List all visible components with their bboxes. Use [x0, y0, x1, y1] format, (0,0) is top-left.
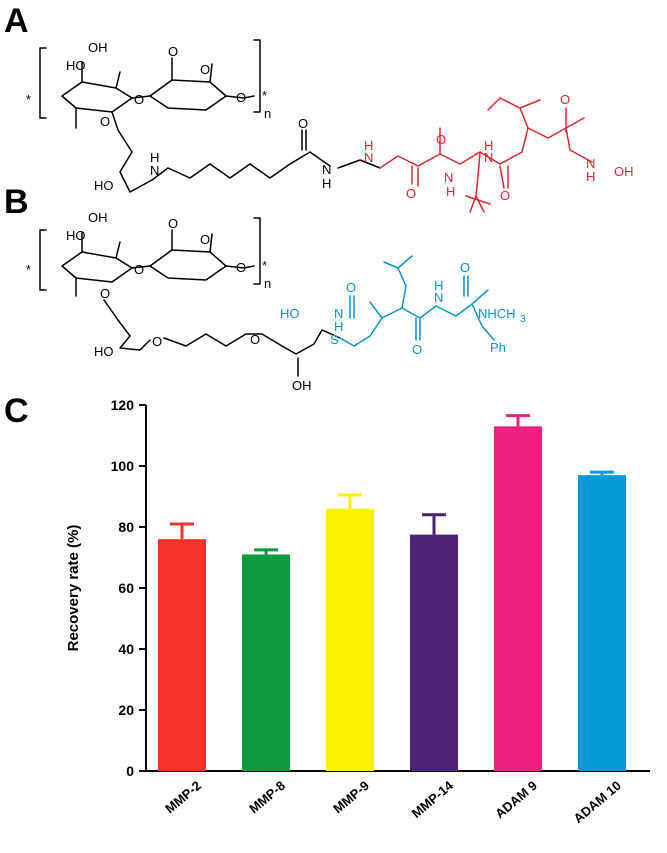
y-tick-label: 80 — [118, 519, 134, 535]
x-tick-label: ADAM 9 — [492, 778, 540, 822]
y-tick-label: 0 — [126, 763, 134, 779]
x-tick-label: ADAM 10 — [571, 778, 624, 826]
panel-label-b: B — [4, 183, 29, 221]
atom-a-red-n1: N — [364, 150, 373, 165]
atom-b-ho2: HO — [94, 344, 114, 359]
atom-b-star1: * — [26, 262, 31, 277]
y-tick-label: 40 — [118, 641, 134, 657]
atom-b-blue-h1: H — [334, 319, 343, 334]
atom-a-red-o2: O — [436, 132, 446, 147]
atom-a-red-o4: O — [560, 92, 570, 107]
atom-a-o3: O — [200, 62, 210, 77]
y-ticks: 0 20 40 60 80 100 120 — [111, 397, 146, 779]
bar-mmp-14 — [410, 534, 458, 771]
atom-a-o1: O — [134, 92, 144, 107]
atom-a-n: n — [264, 106, 271, 121]
atom-b-blue-sub3: 3 — [520, 314, 526, 325]
atom-a-star1: * — [26, 92, 31, 107]
y-tick-label: 60 — [118, 580, 134, 596]
x-tick-label: MMP-2 — [162, 778, 204, 816]
bar-adam-10 — [578, 475, 626, 771]
atom-b-blue-ph: Ph — [490, 340, 506, 355]
atom-a-star2: * — [262, 88, 267, 103]
atom-a-red-h3: H — [484, 138, 493, 153]
atom-b-blue-o2: O — [412, 342, 422, 357]
atom-b-oh1: OH — [88, 210, 108, 225]
bar-adam-9 — [494, 426, 542, 771]
atom-b-o5: O — [100, 286, 110, 301]
atom-a-red-n3: N — [484, 150, 493, 165]
bar-mmp-2 — [158, 539, 206, 771]
bars — [158, 414, 626, 771]
atom-b-o1: O — [134, 262, 144, 277]
atom-b-blue-n1: N — [334, 306, 343, 321]
atom-a-h2: H — [322, 176, 331, 191]
atom-b-oh2: OH — [292, 378, 312, 393]
atom-b-blue-o1: O — [346, 280, 356, 295]
atom-a-h1: H — [150, 150, 159, 165]
atom-a-o6: O — [298, 116, 308, 131]
atom-a-red-h4: H — [586, 169, 595, 184]
x-tick-label: MMP-8 — [246, 778, 288, 816]
atom-b-o7: O — [250, 332, 260, 347]
atom-a-o4: O — [236, 90, 246, 105]
atom-b-blue-ho: HO — [280, 306, 300, 321]
atom-a-oh1: OH — [88, 40, 108, 55]
atom-a-n2: N — [322, 162, 331, 177]
atom-a-red-n4: N — [586, 156, 595, 171]
atom-a-red-h2: H — [446, 184, 455, 199]
structure-a: HO OH O O O O * * n O HO H N O N H H N O… — [26, 39, 634, 213]
atom-b-o3: O — [200, 232, 210, 247]
atom-b-o6: O — [152, 334, 162, 349]
atom-a-n1: N — [150, 163, 159, 178]
atom-a-o2: O — [168, 44, 178, 59]
atom-a-red-n2: N — [444, 170, 453, 185]
atom-b-ho1: HO — [66, 228, 86, 243]
y-tick-label: 20 — [118, 702, 134, 718]
atom-a-red-o3: O — [500, 188, 510, 203]
structure-b: HO OH O O O O * * n O HO O O OH O HO N H… — [26, 210, 526, 393]
panel-label-c: C — [4, 392, 29, 430]
atom-a-o5: O — [100, 114, 110, 129]
y-axis-title: Recovery rate (%) — [65, 525, 82, 652]
atom-a-ho1: HO — [66, 58, 86, 73]
atom-a-ho2: HO — [94, 178, 114, 193]
atom-b-blue-s: S — [330, 332, 339, 347]
atom-b-n: n — [264, 276, 271, 291]
bar-mmp-9 — [326, 508, 374, 771]
y-tick-label: 120 — [111, 397, 135, 413]
bar-chart: 0 20 40 60 80 100 120 MMP-2 MMP-8 MMP-9 MMP-14 ADA… — [65, 397, 650, 826]
atom-b-o2: O — [168, 216, 178, 231]
atom-a-red-oh: OH — [614, 164, 634, 179]
x-tick-label: MMP-9 — [330, 778, 372, 816]
atom-a-red-h1: H — [364, 138, 373, 153]
atom-b-blue-n2: N — [434, 290, 443, 305]
atom-b-blue-o3: O — [460, 260, 470, 275]
panel-label-a: A — [4, 2, 29, 40]
bar-mmp-8 — [242, 554, 290, 771]
atom-b-blue-nhch: NHCH — [478, 306, 516, 321]
atom-b-o4: O — [236, 260, 246, 275]
y-tick-label: 100 — [111, 458, 135, 474]
atom-a-red-o1: O — [406, 186, 416, 201]
x-tick-labels: MMP-2 MMP-8 MMP-9 MMP-14 ADAM 9 ADAM 10 — [162, 777, 624, 826]
atom-b-blue-h2: H — [434, 278, 443, 293]
x-tick-label: MMP-14 — [409, 777, 457, 821]
atom-b-star2: * — [262, 258, 267, 273]
